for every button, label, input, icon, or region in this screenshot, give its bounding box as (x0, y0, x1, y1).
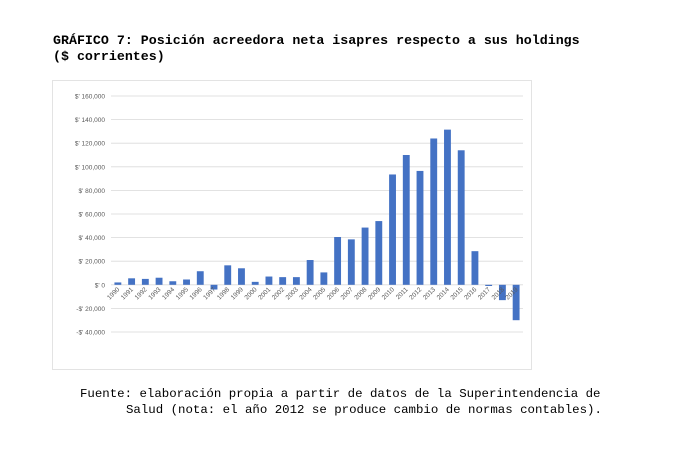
bar-2001 (265, 276, 273, 285)
x-tick-label: 2010 (381, 286, 396, 301)
x-tick-label: 1995 (175, 286, 190, 301)
x-tick-label: 2006 (326, 286, 341, 301)
bar-2004 (306, 260, 314, 285)
y-tick-label: $' 80,000 (78, 188, 105, 195)
bars (114, 129, 520, 321)
bar-2019 (512, 284, 520, 321)
x-tick-label: 2016 (463, 286, 478, 301)
x-tick-label: 1992 (134, 286, 149, 301)
bar-1994 (169, 281, 177, 285)
bar-2000 (251, 281, 259, 285)
x-axis-tick-labels: 1990199119921993199419951996199719981999… (106, 286, 520, 301)
bar-2006 (334, 237, 342, 285)
chart-area: -$' 40,000 -$' 20,000 $' 0 $' 20,000 $' 40,0… (52, 80, 532, 370)
bar-2010 (389, 174, 396, 285)
bar-1998 (224, 265, 232, 285)
bar-chart: -$' 40,000 -$' 20,000 $' 0 $' 20,000 $' 40,0… (75, 94, 523, 337)
x-tick-label: 2015 (449, 286, 464, 301)
gridlines (111, 95, 523, 333)
bar-2015 (457, 150, 465, 285)
bar-1991 (128, 278, 136, 285)
x-tick-label: 2001 (257, 286, 272, 301)
bar-1997 (210, 284, 218, 290)
bar-1992 (141, 278, 149, 285)
bar-1990 (114, 282, 122, 285)
x-tick-label: 2009 (367, 286, 382, 301)
x-tick-label: 2003 (285, 286, 300, 301)
y-tick-label: -$' 20,000 (76, 306, 105, 313)
bar-1999 (238, 268, 245, 285)
bar-2013 (430, 138, 438, 285)
y-tick-label: $' 140,000 (75, 117, 106, 124)
y-tick-label: $' 0 (95, 282, 106, 289)
bar-2003 (292, 277, 300, 285)
bar-2016 (471, 251, 479, 285)
y-axis-tick-labels: -$' 40,000 -$' 20,000 $' 0 $' 20,000 $' 40,0… (75, 94, 106, 337)
chart-title: GRÁFICO 7: Posición acreedora neta isapr… (53, 33, 580, 64)
y-tick-label: $' 60,000 (78, 212, 105, 219)
x-tick-label: 1999 (230, 286, 245, 301)
x-tick-label: 2000 (243, 286, 258, 301)
x-tick-label: 1994 (161, 286, 176, 301)
x-tick-label: 1996 (189, 286, 204, 301)
bar-2008 (361, 227, 369, 285)
bar-2005 (320, 272, 328, 285)
x-tick-label: 2011 (395, 286, 410, 301)
y-tick-label: $' 100,000 (75, 164, 106, 171)
bar-2007 (347, 239, 355, 285)
x-tick-label: 1991 (120, 286, 135, 301)
source-note: Fuente: elaboración propia a partir de d… (80, 386, 650, 418)
bar-1993 (155, 277, 163, 285)
y-tick-label: $' 40,000 (78, 235, 105, 242)
x-tick-label: 2002 (271, 286, 286, 301)
x-tick-label: 2007 (340, 286, 355, 301)
x-tick-label: 1998 (216, 286, 231, 301)
x-tick-label: 1993 (147, 286, 162, 301)
x-tick-label: 2014 (436, 286, 451, 301)
bar-2018 (498, 284, 506, 301)
x-tick-label: 2005 (312, 286, 327, 301)
bar-2012 (416, 170, 424, 285)
x-tick-label: 2008 (353, 286, 368, 301)
y-tick-label: $' 120,000 (75, 141, 106, 148)
x-tick-label: 2017 (477, 286, 492, 301)
x-tick-label: 2013 (422, 286, 437, 301)
y-tick-label: $' 20,000 (78, 259, 105, 266)
x-tick-label: 2012 (408, 286, 423, 301)
bar-1996 (196, 271, 204, 285)
x-tick-label: 2004 (298, 286, 313, 301)
bar-2002 (279, 277, 287, 285)
bar-2009 (375, 221, 383, 285)
x-tick-label: 1990 (106, 286, 121, 301)
source-line-2: Salud (nota: el año 2012 se produce camb… (126, 403, 602, 417)
y-tick-label: $' 160,000 (75, 94, 106, 101)
y-tick-label: -$' 40,000 (76, 330, 105, 337)
bar-2017 (485, 284, 493, 286)
source-line-1: Fuente: elaboración propia a partir de d… (80, 387, 601, 401)
bar-2014 (444, 129, 451, 285)
bar-2011 (402, 155, 410, 285)
bar-1995 (183, 279, 190, 285)
